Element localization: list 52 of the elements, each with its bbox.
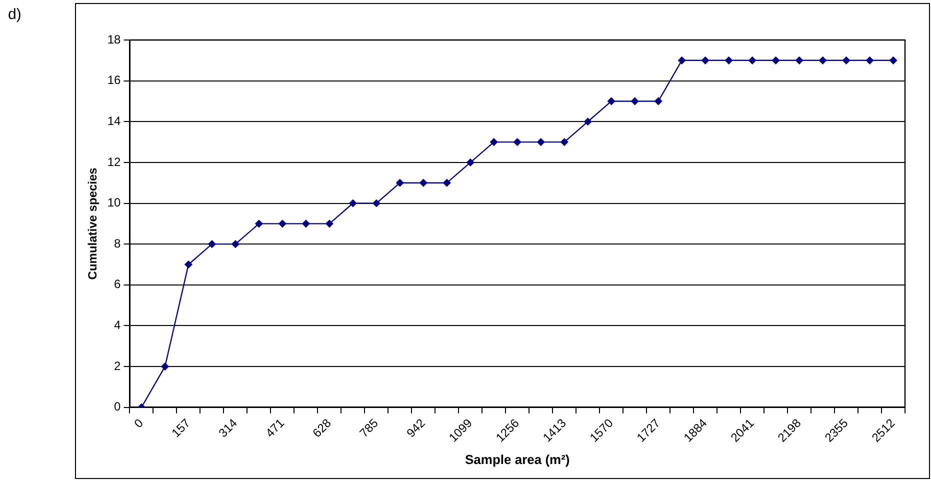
x-tick-label: 157 xyxy=(168,416,194,440)
y-axis-title: Cumulative species xyxy=(86,167,100,280)
x-tick-label: 0 xyxy=(131,416,146,431)
point xyxy=(466,158,474,166)
point xyxy=(702,56,710,64)
point xyxy=(349,199,357,208)
x-tick-label: 314 xyxy=(216,416,240,440)
point xyxy=(396,179,404,187)
y-tick-label: 12 xyxy=(107,154,122,169)
point xyxy=(278,220,286,228)
point xyxy=(631,97,639,106)
point xyxy=(302,220,310,228)
y-tick-label: 16 xyxy=(107,73,122,88)
y-tick-label: 14 xyxy=(107,114,122,128)
y-tick-label: 6 xyxy=(114,277,122,292)
x-tick-label: 471 xyxy=(262,416,288,440)
point xyxy=(748,56,756,64)
point xyxy=(208,240,216,248)
point xyxy=(772,56,780,64)
point xyxy=(490,138,498,146)
point xyxy=(326,220,334,228)
point xyxy=(678,56,686,64)
point xyxy=(842,56,850,64)
point xyxy=(420,179,428,187)
y-tick-label: 10 xyxy=(107,196,122,210)
text: d) xyxy=(8,6,22,23)
x-tick-label: 628 xyxy=(310,416,334,440)
point xyxy=(255,220,263,228)
point xyxy=(443,179,451,187)
point xyxy=(184,260,192,268)
point xyxy=(654,97,662,106)
point xyxy=(795,56,804,64)
y-tick-label: 2 xyxy=(114,358,122,373)
point xyxy=(537,138,545,146)
x-tick-label: 942 xyxy=(404,416,428,440)
point xyxy=(866,56,874,64)
x-axis-title: Sample area (m²) xyxy=(464,452,570,467)
point xyxy=(725,56,733,64)
y-tick-label: 4 xyxy=(114,318,122,332)
point xyxy=(818,56,827,64)
point xyxy=(372,199,380,208)
point xyxy=(232,240,240,248)
point xyxy=(608,97,616,106)
point xyxy=(584,118,592,126)
x-tick-label: 785 xyxy=(356,416,382,440)
y-tick-label: 0 xyxy=(114,400,122,414)
y-tick-label: 8 xyxy=(114,236,122,250)
point xyxy=(560,138,568,146)
y-tick-label: 18 xyxy=(107,32,122,46)
point xyxy=(889,56,898,64)
point xyxy=(514,138,522,146)
point xyxy=(161,362,169,370)
